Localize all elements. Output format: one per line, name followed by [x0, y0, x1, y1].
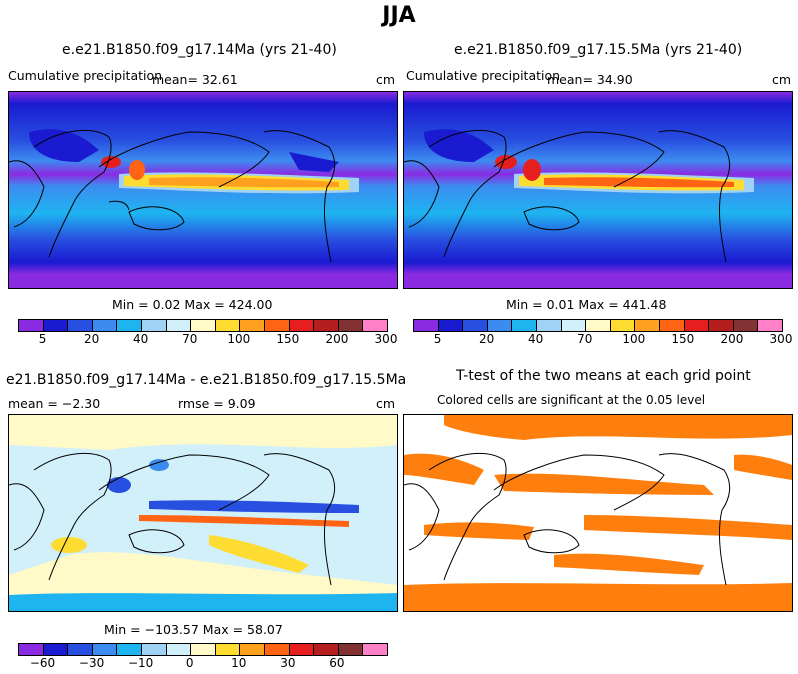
colorbar-swatch [561, 320, 587, 331]
colorbar-tick-label: 300 [769, 332, 793, 346]
colorbar-swatch [363, 644, 387, 655]
panel1-map [8, 91, 398, 289]
colorbar-swatch [141, 644, 167, 655]
panel4-subtitle: Colored cells are significant at the 0.0… [437, 393, 706, 407]
colorbar-swatch [314, 320, 339, 331]
colorbar-swatch [635, 320, 660, 331]
colorbar-swatch [191, 644, 216, 655]
colorbar-tick-label: 150 [671, 332, 695, 346]
colorbar-swatch [264, 644, 290, 655]
colorbar-swatch [684, 320, 710, 331]
colorbar-swatch [240, 644, 265, 655]
colorbar-tick-label: 60 [329, 656, 345, 670]
colorbar-swatch [586, 320, 611, 331]
panel1-units: cm [376, 72, 396, 87]
panel4-map [403, 414, 793, 612]
panel3-mean: mean = −2.30 [8, 396, 101, 411]
colorbar-swatch [117, 644, 142, 655]
colorbar-swatch [215, 320, 241, 331]
colorbar-swatch [536, 320, 562, 331]
panel3-map [8, 414, 398, 612]
panel1-minmax: Min = 0.02 Max = 424.00 [112, 297, 273, 312]
panel3-title: e21.B1850.f09_g17.14Ma - e.e21.B1850.f09… [6, 372, 407, 388]
colorbar-tick-label: 10 [231, 656, 247, 670]
colorbar-tick-label: 100 [227, 332, 251, 346]
colorbar-swatch [338, 644, 364, 655]
panel3-rmse: rmse = 9.09 [178, 396, 256, 411]
colorbar-swatch [43, 320, 69, 331]
panel2-field: Cumulative precipitation [406, 68, 561, 83]
colorbar-swatch [19, 644, 44, 655]
colorbar-swatch [68, 644, 93, 655]
panel4-title: T-test of the two means at each grid poi… [456, 368, 751, 384]
panel1-mean: mean= 32.61 [152, 72, 238, 87]
colorbar-swatch [19, 320, 44, 331]
colorbar-swatch [92, 320, 118, 331]
colorbar-tick-label: 200 [720, 332, 744, 346]
colorbar-swatch [463, 320, 488, 331]
colorbar-swatch [414, 320, 439, 331]
colorbar-swatch [733, 320, 759, 331]
panel1-field: Cumulative precipitation [8, 68, 163, 83]
colorbar-tick-label: 70 [577, 332, 593, 346]
panel3-colorbar [18, 643, 388, 656]
colorbar-tick-label: −60 [29, 656, 56, 670]
colorbar-tick-label: 70 [182, 332, 198, 346]
colorbar-tick-label: 150 [276, 332, 300, 346]
panel2-units: cm [772, 72, 792, 87]
panel1-colorbar [18, 319, 388, 332]
colorbar-tick-label: 200 [325, 332, 349, 346]
colorbar-tick-label: −30 [78, 656, 105, 670]
panel1-title: e.e21.B1850.f09_g17.14Ma (yrs 21-40) [62, 42, 337, 58]
colorbar-tick-label: 20 [478, 332, 495, 346]
colorbar-tick-label: 100 [622, 332, 646, 346]
colorbar-swatch [117, 320, 142, 331]
panel3-units: cm [376, 396, 396, 411]
colorbar-swatch [289, 320, 315, 331]
colorbar-tick-label: 300 [374, 332, 398, 346]
colorbar-tick-label: 0 [185, 656, 194, 670]
colorbar-tick-label: 5 [433, 332, 442, 346]
colorbar-tick-label: 40 [528, 332, 544, 346]
colorbar-swatch [512, 320, 537, 331]
panel2-minmax: Min = 0.01 Max = 441.48 [506, 297, 667, 312]
colorbar-tick-label: 40 [133, 332, 149, 346]
panel2-map [403, 91, 793, 289]
colorbar-swatch [92, 644, 118, 655]
colorbar-swatch [709, 320, 734, 331]
colorbar-swatch [215, 644, 241, 655]
colorbar-swatch [438, 320, 464, 331]
panel2-title: e.e21.B1850.f09_g17.15.5Ma (yrs 21-40) [454, 42, 743, 58]
colorbar-swatch [487, 320, 513, 331]
panel2-mean: mean= 34.90 [547, 72, 633, 87]
colorbar-swatch [758, 320, 782, 331]
colorbar-swatch [191, 320, 216, 331]
colorbar-swatch [659, 320, 685, 331]
panel3-minmax: Min = −103.57 Max = 58.07 [104, 622, 283, 637]
page-title: JJA [382, 3, 416, 28]
colorbar-swatch [363, 320, 387, 331]
colorbar-swatch [166, 644, 192, 655]
colorbar-swatch [43, 644, 69, 655]
colorbar-swatch [338, 320, 364, 331]
colorbar-swatch [141, 320, 167, 331]
panel2-colorbar [413, 319, 783, 332]
colorbar-swatch [314, 644, 339, 655]
colorbar-swatch [264, 320, 290, 331]
colorbar-swatch [289, 644, 315, 655]
colorbar-swatch [240, 320, 265, 331]
colorbar-tick-label: 20 [83, 332, 100, 346]
colorbar-tick-label: 30 [280, 656, 296, 670]
colorbar-tick-label: 5 [38, 332, 47, 346]
colorbar-tick-label: −10 [127, 656, 154, 670]
colorbar-swatch [166, 320, 192, 331]
colorbar-swatch [610, 320, 636, 331]
colorbar-swatch [68, 320, 93, 331]
